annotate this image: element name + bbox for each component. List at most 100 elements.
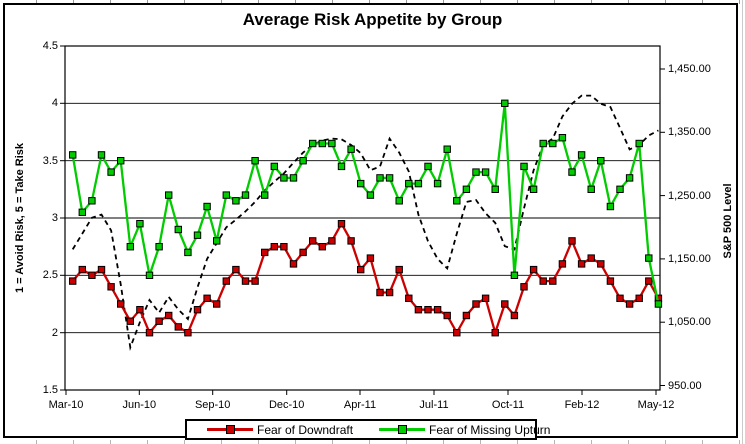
downdraft-marker	[597, 260, 605, 268]
upturn-marker	[472, 168, 480, 176]
upturn-marker	[443, 145, 451, 153]
upturn-marker	[481, 168, 490, 176]
downdraft-marker	[347, 237, 355, 245]
downdraft-marker	[414, 306, 423, 314]
upturn-marker	[251, 157, 259, 165]
downdraft-marker	[472, 300, 480, 308]
right-axis-tick-label: 950.00	[668, 379, 702, 392]
upturn-marker	[606, 202, 615, 211]
upturn-marker	[88, 197, 96, 205]
downdraft-marker	[261, 248, 269, 257]
upturn-marker	[213, 237, 221, 245]
downdraft-marker	[78, 265, 86, 274]
downdraft-marker	[376, 288, 384, 297]
upturn-marker	[491, 185, 499, 194]
downdraft-marker	[606, 277, 615, 285]
upturn-marker	[414, 179, 423, 188]
upturn-marker	[203, 202, 211, 211]
downdraft-marker	[510, 311, 519, 320]
downdraft-marker	[443, 311, 451, 320]
downdraft-marker	[491, 329, 499, 337]
upturn-marker	[78, 208, 86, 217]
chart-frame[interactable]	[3, 3, 738, 438]
downdraft-marker	[126, 317, 134, 325]
upturn-marker	[625, 174, 634, 182]
upturn-marker	[299, 157, 307, 165]
downdraft-marker	[433, 306, 442, 314]
upturn-marker	[539, 139, 547, 148]
downdraft-marker	[117, 300, 125, 308]
downdraft-marker	[501, 300, 509, 308]
upturn-marker	[193, 231, 202, 239]
downdraft-marker	[222, 277, 231, 285]
downdraft-marker	[213, 300, 221, 308]
upturn-marker	[424, 162, 432, 171]
upturn-marker	[376, 174, 384, 182]
spreadsheet-bottom-edge	[0, 440, 745, 444]
downdraft-marker	[88, 271, 96, 280]
upturn-marker	[222, 191, 231, 199]
upturn-marker	[232, 197, 240, 205]
spreadsheet-top-edge	[0, 0, 745, 4]
downdraft-marker	[577, 260, 586, 268]
upturn-marker	[107, 168, 115, 176]
upturn-marker	[318, 139, 327, 148]
legend-item-fear-of-downdraft[interactable]: Fear of Downdraft	[207, 423, 353, 437]
upturn-marker	[501, 99, 509, 107]
x-axis-tick-label: May-12	[637, 399, 675, 411]
upturn-marker	[165, 191, 173, 199]
upturn-marker	[568, 168, 576, 176]
upturn-marker	[654, 300, 663, 308]
x-axis-tick-label: Sep-10	[194, 399, 231, 411]
upturn-marker	[395, 197, 403, 205]
upturn-marker	[289, 174, 298, 182]
downdraft-marker	[568, 237, 576, 245]
downdraft-marker	[136, 306, 144, 314]
upturn-marker	[635, 139, 643, 148]
upturn-marker	[462, 185, 471, 194]
downdraft-marker	[385, 288, 394, 297]
left-axis-tick-label: 3	[51, 212, 58, 224]
left-axis-tick-label: 2.5	[42, 269, 58, 282]
upturn-marker	[549, 139, 557, 148]
downdraft-marker	[165, 311, 173, 320]
chart-title: Average Risk Appetite by Group	[242, 10, 503, 29]
downdraft-marker	[145, 329, 154, 337]
x-axis-tick-label: Jun-10	[122, 399, 157, 411]
legend-item-fear-of-missing-upturn[interactable]: Fear of Missing Upturn	[379, 423, 550, 437]
upturn-line	[71, 102, 660, 305]
downdraft-marker	[337, 220, 346, 228]
downdraft-marker	[549, 277, 557, 285]
right-axis-tick-label: 1,150.00	[668, 252, 711, 265]
upturn-marker	[337, 162, 346, 171]
upturn-marker	[136, 220, 144, 228]
upturn-marker	[520, 162, 528, 171]
right-axis-tick-label: 1,050.00	[668, 316, 711, 329]
upturn-marker	[558, 134, 567, 142]
upturn-marker	[645, 254, 653, 262]
downdraft-marker	[299, 248, 307, 257]
downdraft-marker	[529, 265, 538, 274]
downdraft-marker	[587, 254, 595, 262]
left-axis-tick-label: 4.5	[42, 40, 58, 52]
legend-box[interactable]: Fear of Downdraft Fear of Missing Upturn	[185, 419, 550, 440]
x-axis-tick-label: Jul-11	[419, 399, 449, 411]
upturn-marker	[155, 243, 163, 251]
downdraft-marker	[424, 306, 432, 314]
downdraft-marker	[193, 306, 202, 314]
downdraft-marker	[462, 311, 471, 320]
left-axis-tick-label: 4	[51, 97, 58, 110]
left-axis-tick-label: 1.5	[42, 384, 58, 396]
left-axis-tick-label: 2	[51, 326, 58, 339]
downdraft-marker	[155, 317, 163, 325]
downdraft-marker	[107, 283, 115, 291]
downdraft-marker	[232, 265, 240, 274]
upturn-marker	[309, 139, 317, 148]
downdraft-marker	[357, 265, 365, 274]
upturn-marker	[405, 179, 413, 188]
downdraft-marker	[328, 237, 336, 245]
upturn-marker	[241, 191, 250, 199]
right-axis-tick-label: 1,250.00	[668, 189, 711, 202]
